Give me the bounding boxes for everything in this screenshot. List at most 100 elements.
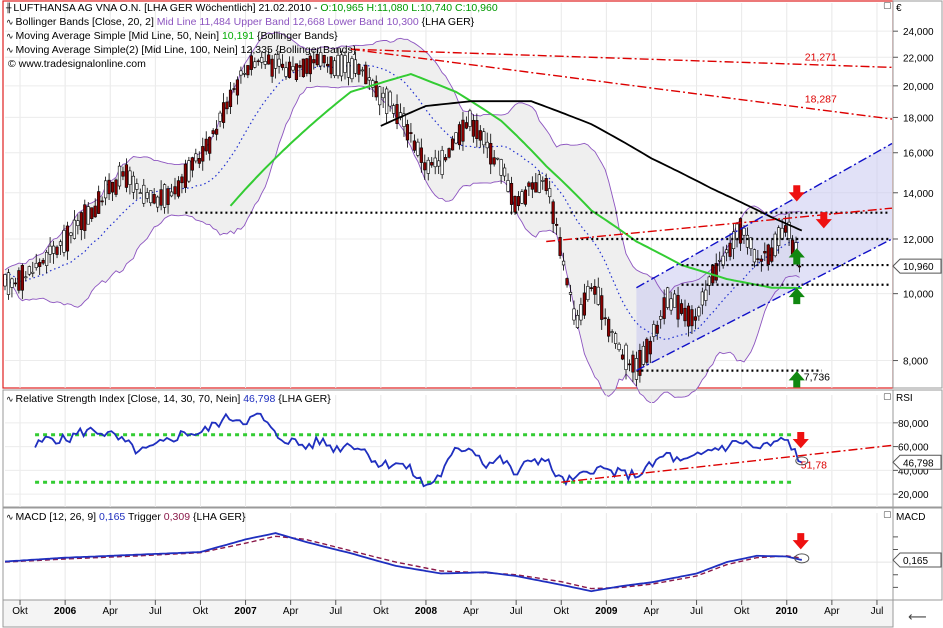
candle bbox=[343, 51, 347, 80]
candle bbox=[725, 244, 729, 262]
candle bbox=[496, 157, 500, 161]
candle-body bbox=[582, 292, 586, 316]
candle-body bbox=[544, 178, 548, 191]
candle bbox=[246, 65, 250, 79]
candle-body bbox=[405, 124, 410, 141]
candle bbox=[263, 51, 267, 69]
candle bbox=[558, 227, 562, 259]
candle-body bbox=[346, 62, 351, 78]
candle bbox=[742, 225, 746, 245]
candle bbox=[357, 63, 361, 83]
x-tick-label: Okt bbox=[553, 606, 569, 617]
candle-body bbox=[502, 167, 507, 177]
candle-body bbox=[97, 191, 101, 214]
legend-row[interactable]: ∿ Moving Average Simple [Mid Line, 50, Ne… bbox=[6, 30, 498, 44]
candle-body bbox=[610, 331, 614, 333]
moving-average-50-line bbox=[229, 73, 802, 289]
candle-body bbox=[169, 191, 174, 197]
candle-body bbox=[513, 195, 517, 213]
down-arrow-icon bbox=[788, 185, 805, 202]
candle bbox=[589, 283, 593, 292]
candle bbox=[475, 113, 479, 148]
candle-body bbox=[350, 58, 354, 80]
candle-body bbox=[312, 59, 316, 64]
panel-minimize-icon[interactable]: ▢ bbox=[883, 510, 892, 520]
candle bbox=[596, 277, 600, 306]
candle bbox=[76, 214, 80, 235]
candle bbox=[90, 207, 94, 222]
candle-body bbox=[784, 225, 788, 233]
candle bbox=[693, 308, 698, 330]
currency-label: € bbox=[896, 3, 902, 14]
candle-body bbox=[48, 245, 52, 255]
candle-body bbox=[65, 225, 70, 252]
legend-row[interactable]: ∿ Bollinger Bands [Close, 20, 2] Mid Line… bbox=[6, 16, 498, 30]
candle bbox=[499, 158, 503, 184]
legend-row[interactable]: ∿ Relative Strength Index [Close, 14, 30,… bbox=[6, 393, 331, 407]
candle bbox=[672, 290, 677, 308]
candle-body bbox=[624, 344, 628, 370]
candle-body bbox=[555, 223, 559, 226]
price-axis-frame bbox=[892, 0, 943, 389]
candle bbox=[260, 51, 264, 69]
candle bbox=[607, 316, 611, 343]
candle-body bbox=[693, 316, 698, 321]
candle-body bbox=[253, 61, 257, 68]
candle bbox=[215, 120, 219, 141]
candle-body bbox=[121, 171, 125, 177]
legend-row[interactable]: ∿ MACD [12, 26, 9] 0,165 Trigger 0,309 {L… bbox=[6, 511, 246, 525]
candle bbox=[593, 279, 597, 304]
legend-row[interactable]: ╫ LUFTHANSA AG VNA O.N. [LHA GER Wöchentl… bbox=[6, 2, 498, 16]
candle-body bbox=[527, 182, 531, 187]
time-axis: Okt 2006 Apr Jul Okt 2007 Apr Jul Okt 2008 Apr Jul O… bbox=[2, 599, 894, 628]
candle-body bbox=[603, 317, 607, 320]
candle bbox=[142, 178, 146, 207]
legend-text: {Bollinger Bands} bbox=[254, 30, 338, 42]
candle bbox=[437, 150, 441, 175]
candle-body bbox=[471, 119, 475, 137]
panel-minimize-icon[interactable]: ▢ bbox=[883, 1, 892, 11]
candle bbox=[655, 320, 659, 340]
panel-minimize-icon[interactable]: ▢ bbox=[883, 392, 892, 402]
candle bbox=[714, 253, 718, 284]
time-axis-frame bbox=[2, 599, 894, 628]
legend-row[interactable]: © www.tradesignalonline.com bbox=[6, 58, 498, 72]
candle bbox=[548, 180, 552, 204]
candle-body bbox=[707, 276, 711, 286]
candle-body bbox=[124, 164, 129, 188]
candle bbox=[509, 176, 514, 215]
legend-row[interactable]: ∿ Moving Average Simple(2) [Mid Line, 100… bbox=[6, 44, 498, 58]
y-tick-label: 20,000 bbox=[903, 82, 934, 93]
legend-text: Moving Average Simple [Mid Line, 50, Nei… bbox=[15, 30, 222, 42]
rsi-legend: ∿ Relative Strength Index [Close, 14, 30,… bbox=[6, 393, 331, 407]
macd-highlight-circle bbox=[794, 553, 810, 564]
candle bbox=[502, 163, 507, 182]
candle bbox=[97, 185, 101, 214]
candle bbox=[41, 257, 45, 266]
last-price-label: 10,960 bbox=[903, 262, 934, 273]
candle-body bbox=[423, 162, 427, 171]
candle bbox=[700, 287, 704, 315]
candle-body bbox=[228, 89, 233, 107]
candle-body bbox=[374, 81, 378, 98]
candle bbox=[600, 287, 604, 330]
candle-body bbox=[430, 162, 434, 166]
candle bbox=[107, 173, 111, 201]
candle bbox=[579, 297, 583, 326]
x-tick-label: Apr bbox=[283, 606, 299, 617]
candle-body bbox=[450, 138, 455, 151]
candle bbox=[759, 255, 763, 272]
legend-text: {LHA GER} bbox=[275, 393, 331, 405]
candle bbox=[659, 310, 663, 329]
candle bbox=[156, 195, 160, 213]
scroll-arrow-icon[interactable]: ⟵ bbox=[908, 610, 927, 625]
candle-body bbox=[225, 101, 229, 110]
candle bbox=[620, 348, 625, 361]
candle bbox=[530, 176, 534, 199]
candle bbox=[492, 150, 496, 167]
candle-body bbox=[631, 354, 635, 373]
candle bbox=[79, 211, 83, 241]
candle-body bbox=[648, 340, 652, 355]
candle-body bbox=[777, 227, 781, 246]
candle-body bbox=[666, 287, 670, 308]
